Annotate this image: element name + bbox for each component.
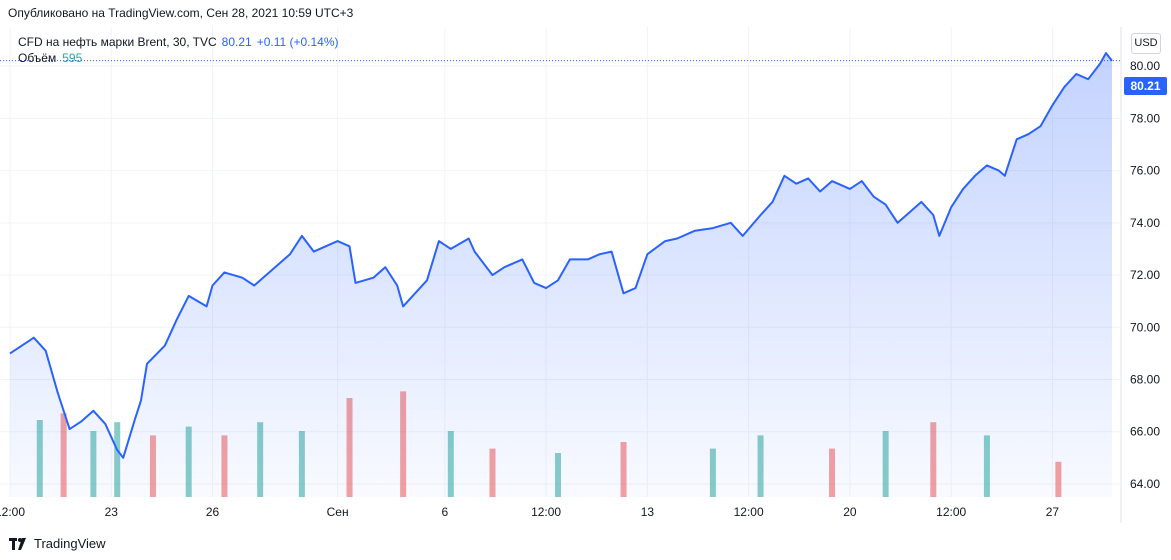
price-line <box>9 52 1113 459</box>
x-tick-label: 12:00 <box>936 505 966 519</box>
volume-legend: Объём 595 <box>18 51 82 65</box>
symbol-label[interactable]: CFD на нефть марки Brent, 30, TVC <box>18 35 217 49</box>
price-change: +0.11 (+0.14%) <box>256 35 339 49</box>
footer: TradingView <box>9 536 106 551</box>
last-price: 80.21 <box>221 35 252 49</box>
price-chart[interactable]: 80.00 78.00 76.00 74.00 72.00 70.00 68.00 66.00… <box>0 27 1171 523</box>
y-tick-label: 74.00 <box>1130 216 1160 230</box>
y-tick-label: 68.00 <box>1130 373 1160 387</box>
last-price-tag: 80.21 <box>1124 77 1167 95</box>
x-tick-label: 20 <box>843 505 857 519</box>
footer-brand[interactable]: TradingView <box>34 536 106 551</box>
x-tick-label: 12:00 <box>531 505 561 519</box>
y-tick-label: 66.00 <box>1130 425 1160 439</box>
chart-area[interactable]: 80.00 78.00 76.00 74.00 72.00 70.00 68.00 66.00… <box>0 27 1171 523</box>
x-tick-label: 26 <box>206 505 220 519</box>
volume-value: 595 <box>62 51 83 65</box>
y-tick-label: 76.00 <box>1130 164 1160 178</box>
published-caption: Опубликовано на TradingView.com, Сен 28,… <box>8 6 354 20</box>
y-tick-label: 78.00 <box>1130 111 1160 125</box>
tradingview-logo-icon[interactable] <box>9 537 29 550</box>
x-tick-label: 23 <box>105 505 119 519</box>
x-tick-label: 13 <box>641 505 655 519</box>
volume-label: Объём <box>18 51 57 65</box>
y-tick-label: 72.00 <box>1130 268 1160 282</box>
y-tick-label: 64.00 <box>1130 477 1160 491</box>
y-tick-label: 70.00 <box>1130 320 1160 334</box>
x-tick-label: Сен <box>327 505 349 519</box>
x-tick-label: 27 <box>1046 505 1060 519</box>
x-tick-label: 6 <box>441 505 448 519</box>
currency-button[interactable]: USD <box>1131 33 1161 54</box>
x-tick-label: 12:00 <box>0 505 25 519</box>
y-tick-label: 80.00 <box>1130 59 1160 73</box>
x-tick-label: 12:00 <box>734 505 764 519</box>
chart-legend: CFD на нефть марки Brent, 30, TVC 80.21 +0… <box>18 34 339 51</box>
